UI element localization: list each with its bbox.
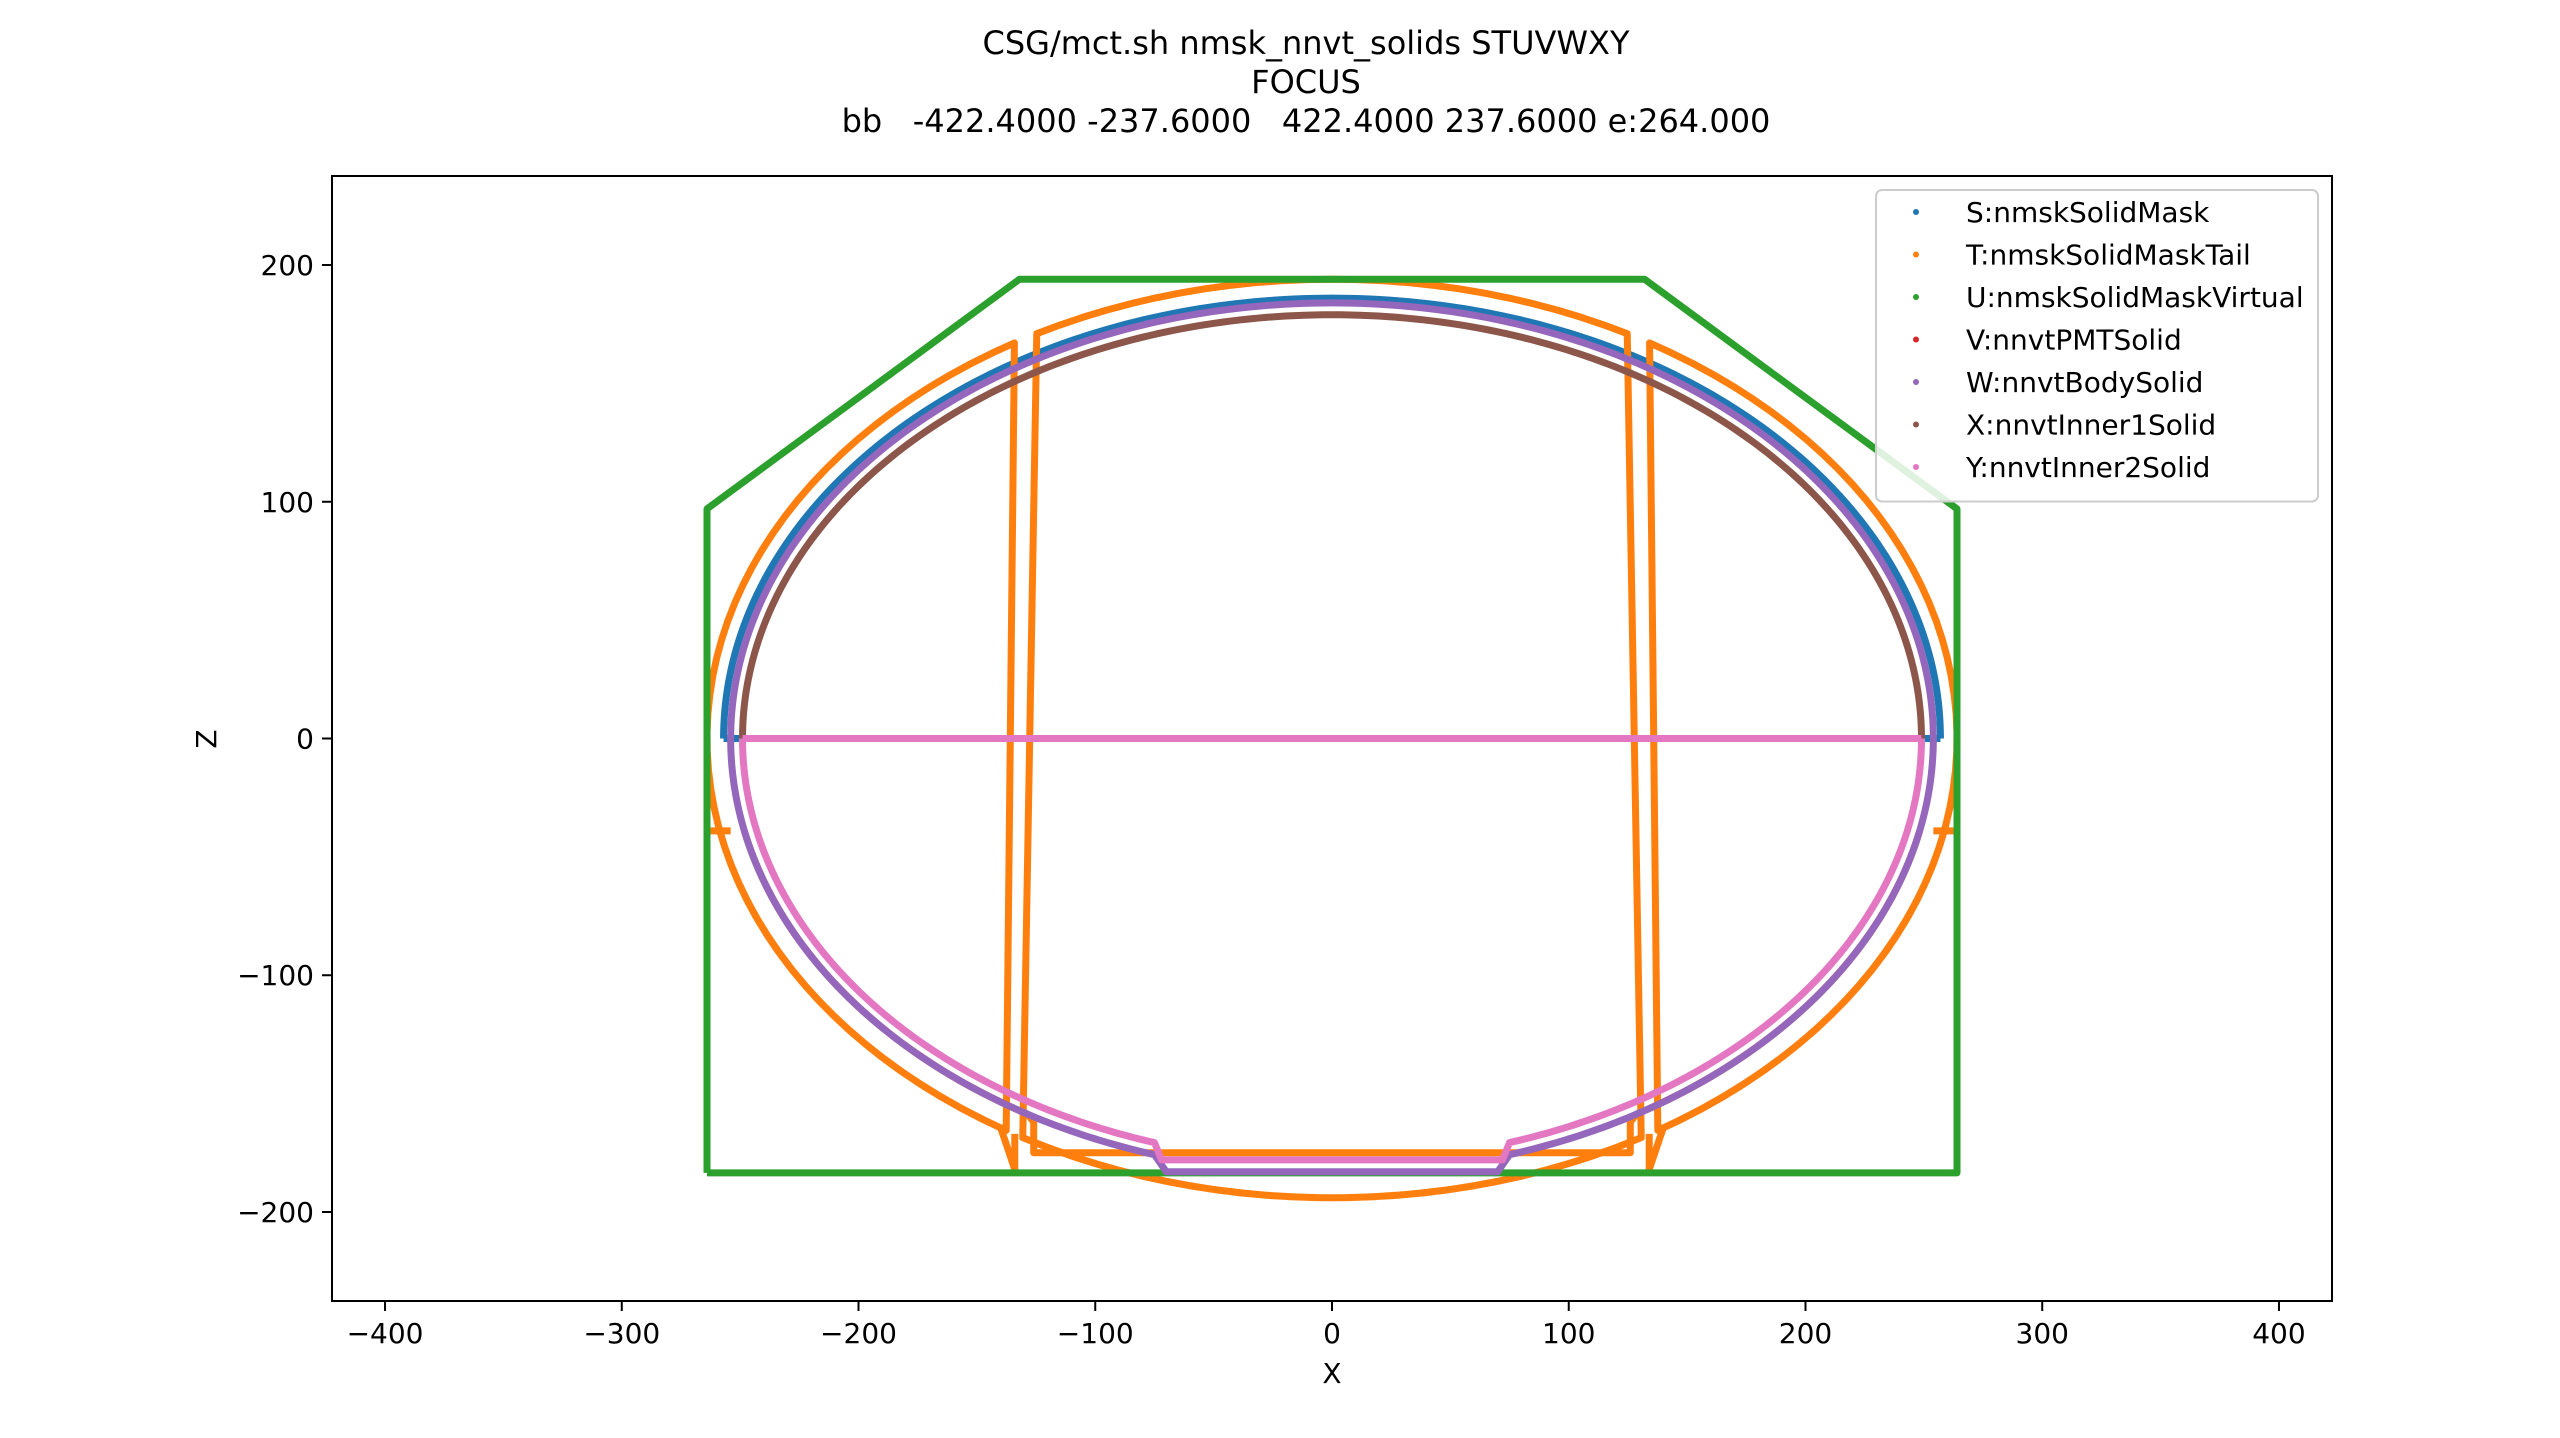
x-tick-label: 200 xyxy=(1779,1317,1832,1350)
x-tick-label: −300 xyxy=(583,1317,660,1350)
legend: S:nmskSolidMask T:nmskSolidMaskTail U:nmsk… xyxy=(1875,189,2319,503)
legend-label: Y:nnvtInner2Solid xyxy=(1965,451,2210,484)
legend-label: V:nnvtPMTSolid xyxy=(1966,324,2182,357)
series-nmskSolidMaskVirtual xyxy=(703,275,1961,1177)
y-axis: −200 −100 0 100 200 xyxy=(237,249,332,1229)
y-tick-label: 100 xyxy=(261,486,314,519)
y-axis-label: Z xyxy=(190,729,223,748)
legend-frame xyxy=(1875,189,2319,503)
x-tick-label: 300 xyxy=(2016,1317,2069,1350)
plot-series xyxy=(703,275,1961,1202)
x-tick-label: 0 xyxy=(1323,1317,1341,1350)
x-tick-label: 400 xyxy=(2252,1317,2305,1350)
series-outline xyxy=(1645,339,1961,1173)
title-line-2: FOCUS xyxy=(1251,63,1361,101)
legend-label: U:nmskSolidMaskVirtual xyxy=(1966,281,2304,314)
legend-marker xyxy=(1913,294,1919,300)
x-tick-label: −400 xyxy=(347,1317,424,1350)
series-outline xyxy=(720,294,1944,739)
y-tick-label: −200 xyxy=(237,1196,314,1229)
legend-label: T:nmskSolidMaskTail xyxy=(1965,239,2251,272)
x-tick-label: −200 xyxy=(820,1317,897,1350)
legend-marker xyxy=(1913,336,1919,343)
chart-title: CSG/mct.sh nmsk_nnvt_solids STUVWXY FOCU… xyxy=(842,24,1771,140)
y-tick-label: −100 xyxy=(237,959,314,992)
legend-label: X:nnvtInner1Solid xyxy=(1966,409,2216,442)
title-line-3: bb -422.4000 -237.6000 422.4000 237.6000… xyxy=(842,102,1771,140)
legend-marker xyxy=(1913,464,1919,470)
x-axis-label: X xyxy=(1322,1357,1341,1390)
legend-marker xyxy=(1913,379,1919,385)
series-nnvtBodySolid xyxy=(727,299,1937,1176)
x-tick-label: 100 xyxy=(1542,1317,1595,1350)
x-tick-label: −100 xyxy=(1057,1317,1134,1350)
series-outline xyxy=(727,299,1937,739)
series-outline xyxy=(740,829,1924,1157)
series-outline xyxy=(739,311,1925,739)
legend-marker xyxy=(1913,421,1919,428)
title-line-1: CSG/mct.sh nmsk_nnvt_solids STUVWXY xyxy=(982,24,1629,62)
series-outline xyxy=(703,339,1019,1173)
series-outline xyxy=(703,275,1961,1177)
series-outline xyxy=(739,738,1925,1164)
series-nnvtInner1Solid xyxy=(739,311,1925,742)
legend-label: S:nmskSolidMask xyxy=(1966,196,2210,229)
x-axis: −400 −300 −200 −100 0 100 200 300 400 xyxy=(347,1301,2306,1350)
y-tick-label: 0 xyxy=(296,723,314,756)
series-nnvtInner2Solid xyxy=(739,735,1925,1164)
legend-label: W:nnvtBodySolid xyxy=(1966,366,2203,399)
y-tick-label: 200 xyxy=(261,249,314,282)
series-outline xyxy=(727,738,1937,1176)
legend-marker xyxy=(1913,251,1919,258)
legend-marker xyxy=(1913,209,1919,215)
